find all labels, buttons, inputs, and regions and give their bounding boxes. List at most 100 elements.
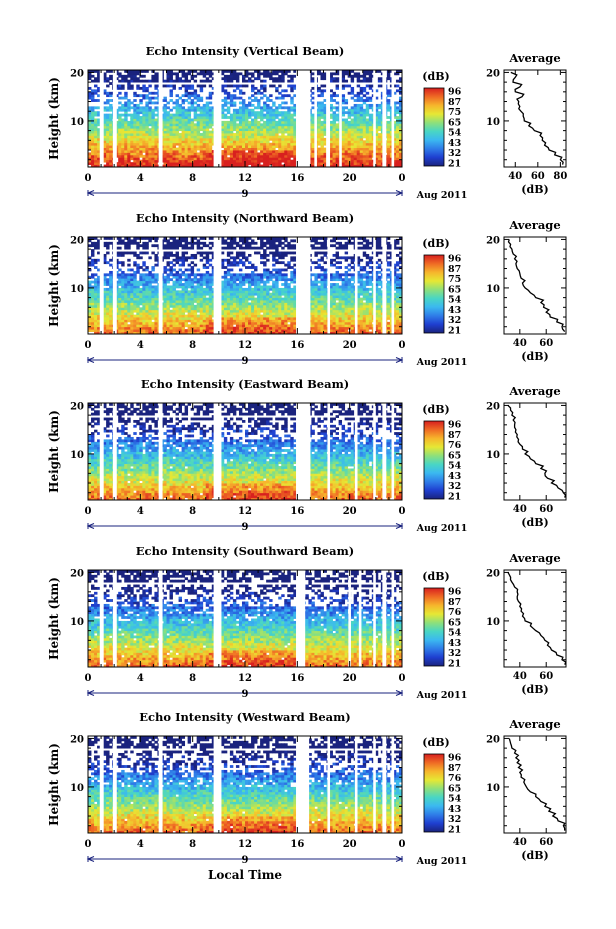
colorbar-tick-label: 54 xyxy=(448,628,462,639)
colorbar-tick-label: 43 xyxy=(448,138,461,149)
date-label: Aug 2011 xyxy=(416,856,468,867)
y-tick-label: 10 xyxy=(70,284,84,295)
colorbar-tick-label: 76 xyxy=(448,773,462,784)
data-gap xyxy=(348,570,351,667)
data-gap xyxy=(112,237,117,334)
data-gap xyxy=(112,403,117,500)
x-tick-label: 16 xyxy=(290,506,304,517)
profile-y-tick-label: 20 xyxy=(486,568,500,579)
y-tick-label: 20 xyxy=(70,235,84,246)
colorbar-tick-label: 65 xyxy=(448,284,461,295)
heatmap-cells xyxy=(88,70,402,167)
data-gap xyxy=(391,70,395,167)
profile-frame xyxy=(503,236,567,335)
data-gap xyxy=(354,403,358,500)
day-arrow-right xyxy=(395,357,404,363)
x-tick-label: 0 xyxy=(399,839,406,850)
data-gap xyxy=(382,237,387,334)
colorbar xyxy=(423,420,445,500)
y-tick-label: 20 xyxy=(70,734,84,745)
colorbar-unit: (dB) xyxy=(422,70,449,83)
colorbar xyxy=(423,587,445,667)
panel-title: Echo Intensity (Northward Beam) xyxy=(136,211,354,225)
data-gap xyxy=(382,736,387,833)
x-tick-label: 0 xyxy=(399,506,406,517)
panel-4: Echo Intensity (Southward Beam) 0 4 8 12 16 20… xyxy=(47,544,567,701)
day-arrow-left xyxy=(86,856,95,862)
profile-title: Average xyxy=(508,384,560,398)
profile-line xyxy=(507,404,567,498)
x-tick-label: 16 xyxy=(290,839,304,850)
colorbar-tick-label: 21 xyxy=(448,326,461,337)
y-axis-label: Height (km) xyxy=(47,577,61,660)
data-gap xyxy=(296,403,311,500)
colorbar-tick-label: 54 xyxy=(448,794,462,805)
x-tick-label: 20 xyxy=(343,839,357,850)
y-axis-label: Height (km) xyxy=(47,410,61,493)
data-gap xyxy=(327,403,331,500)
colorbar-unit: (dB) xyxy=(422,736,449,749)
profile-x-tick-label: 40 xyxy=(513,504,527,515)
x-tick-label: 0 xyxy=(85,673,92,684)
heatmap-cells xyxy=(88,736,402,833)
profile-y-tick-label: 20 xyxy=(486,734,500,745)
profile-y-tick-label: 10 xyxy=(486,284,500,295)
colorbar-tick-label: 43 xyxy=(448,804,461,815)
data-gap xyxy=(213,736,222,833)
data-gap xyxy=(373,403,376,500)
panel-3: Echo Intensity (Eastward Beam) 0 4 8 12 16 20 0… xyxy=(47,377,567,534)
data-gap xyxy=(373,237,376,334)
colorbar-tick-label: 96 xyxy=(448,420,462,431)
profile-x-label: (dB) xyxy=(521,183,548,196)
data-gap xyxy=(99,736,104,833)
x-tick-label: 0 xyxy=(85,340,92,351)
data-gap xyxy=(99,570,104,667)
x-tick-label: 20 xyxy=(343,173,357,184)
panel-5: Echo Intensity (Westward Beam) 0 4 8 12 16 20 0… xyxy=(47,710,567,867)
data-gap xyxy=(391,237,395,334)
x-tick-label: 12 xyxy=(238,839,252,850)
day-label: 9 xyxy=(242,189,249,200)
y-axis-label: Height (km) xyxy=(47,743,61,826)
data-gap xyxy=(99,403,104,500)
profile-x-tick-label: 60 xyxy=(539,671,553,682)
profile-x-label: (dB) xyxy=(521,849,548,862)
y-axis-label: Height (km) xyxy=(47,244,61,327)
profile-y-tick-label: 10 xyxy=(486,117,500,128)
x-tick-label: 12 xyxy=(238,340,252,351)
colorbar-unit: (dB) xyxy=(422,237,449,250)
heatmap-cells xyxy=(88,237,402,334)
colorbar-unit: (dB) xyxy=(422,570,449,583)
profile-x-tick-label: 60 xyxy=(539,837,553,848)
x-tick-label: 16 xyxy=(290,340,304,351)
x-tick-label: 0 xyxy=(399,673,406,684)
y-tick-label: 20 xyxy=(70,68,84,79)
y-tick-label: 20 xyxy=(70,568,84,579)
data-gap xyxy=(112,70,117,167)
profile-title: Average xyxy=(508,218,560,232)
date-label: Aug 2011 xyxy=(416,523,468,534)
profile-y-tick-label: 20 xyxy=(486,401,500,412)
y-tick-label: 10 xyxy=(70,450,84,461)
colorbar-tick-label: 75 xyxy=(448,107,461,118)
colorbar-tick-label: 76 xyxy=(448,440,462,451)
day-arrow-right xyxy=(395,856,404,862)
profile-x-label: (dB) xyxy=(521,516,548,529)
colorbar-tick-label: 96 xyxy=(448,87,462,98)
panel-title: Echo Intensity (Southward Beam) xyxy=(136,544,354,558)
date-label: Aug 2011 xyxy=(416,190,468,201)
colorbar-tick-label: 32 xyxy=(448,814,461,825)
colorbar-tick-label: 21 xyxy=(448,825,461,836)
date-label: Aug 2011 xyxy=(416,690,468,701)
panel-2: Echo Intensity (Northward Beam) 0 4 8 12 16 20… xyxy=(47,211,567,368)
day-arrow-right xyxy=(395,190,404,196)
day-arrow-left xyxy=(86,357,95,363)
colorbar-tick-label: 21 xyxy=(448,659,461,670)
colorbar-tick-label: 65 xyxy=(448,617,461,628)
colorbar-tick-label: 87 xyxy=(448,597,461,608)
x-tick-label: 16 xyxy=(290,673,304,684)
day-label: 9 xyxy=(242,356,249,367)
colorbar-tick-label: 54 xyxy=(448,295,462,306)
data-gap xyxy=(373,736,376,833)
